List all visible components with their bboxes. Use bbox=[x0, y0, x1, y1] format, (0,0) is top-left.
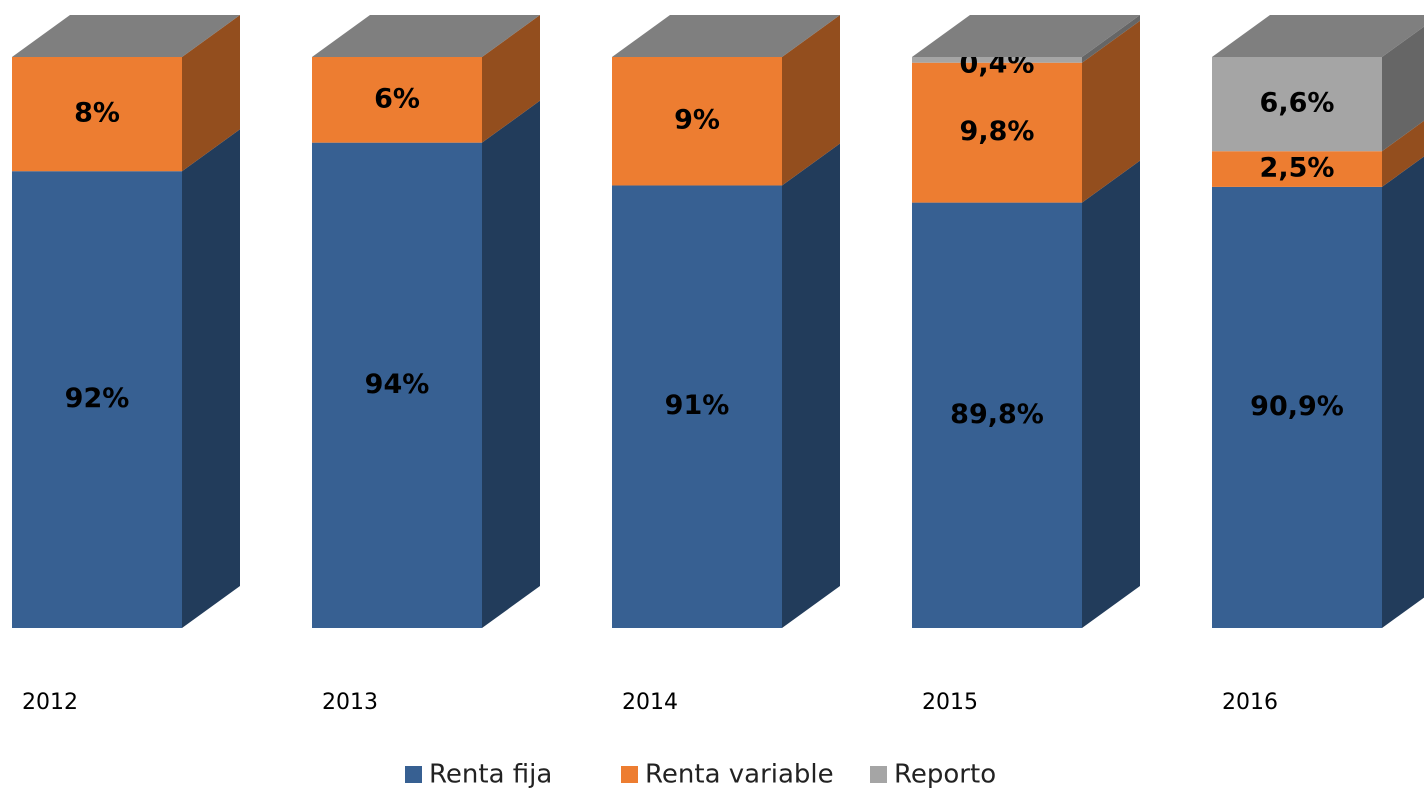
bar-segment bbox=[12, 171, 182, 628]
bar-side bbox=[182, 15, 240, 172]
bar-segment bbox=[1212, 186, 1382, 628]
bar-top bbox=[612, 15, 840, 57]
bar-segment bbox=[612, 185, 782, 628]
bar-segment bbox=[1212, 57, 1382, 152]
bar-top bbox=[912, 15, 1140, 57]
bar-segment bbox=[312, 142, 482, 628]
bar-segment bbox=[912, 62, 1082, 203]
x-tick-label: 2014 bbox=[622, 690, 678, 715]
bar-side bbox=[1382, 156, 1424, 628]
data-label: 9% bbox=[674, 105, 720, 136]
x-tick-label: 2016 bbox=[1222, 690, 1278, 715]
bar-side bbox=[782, 143, 840, 628]
bar-side bbox=[1082, 160, 1140, 629]
bar-segment bbox=[912, 202, 1082, 629]
data-label: 89,8% bbox=[950, 399, 1044, 430]
bar-side bbox=[182, 129, 240, 628]
legend-swatch bbox=[621, 766, 638, 783]
bar-side bbox=[782, 15, 840, 186]
legend-label: Reporto bbox=[894, 760, 996, 790]
data-label: 6,6% bbox=[1260, 88, 1335, 119]
legend-swatch bbox=[870, 766, 887, 783]
data-label: 90,9% bbox=[1250, 391, 1344, 422]
data-label: 2,5% bbox=[1260, 153, 1335, 184]
data-label: 9,8% bbox=[960, 116, 1035, 147]
bar-side bbox=[1082, 20, 1140, 203]
bar-segment bbox=[12, 57, 182, 172]
bar-segment bbox=[1212, 151, 1382, 187]
legend-swatch bbox=[405, 766, 422, 783]
x-tick-label: 2013 bbox=[322, 690, 378, 715]
data-label: 92% bbox=[65, 383, 130, 414]
bar-side bbox=[1082, 15, 1140, 63]
bar-segment bbox=[912, 57, 1082, 63]
data-label: 8% bbox=[74, 98, 120, 129]
legend-label: Renta fija bbox=[429, 760, 552, 790]
bar-segment bbox=[612, 57, 782, 186]
bar-top bbox=[1212, 15, 1424, 57]
legend-label: Renta variable bbox=[645, 760, 834, 790]
x-tick-label: 2012 bbox=[22, 690, 78, 715]
data-label: 91% bbox=[665, 390, 730, 421]
bar-side bbox=[482, 15, 540, 143]
bar-side bbox=[482, 100, 540, 628]
bar-top bbox=[312, 15, 540, 57]
bar-top bbox=[12, 15, 240, 57]
x-tick-label: 2015 bbox=[922, 690, 978, 715]
bar-side bbox=[1382, 26, 1424, 152]
data-label: 6% bbox=[374, 83, 420, 114]
bar-segment bbox=[312, 57, 482, 143]
data-label: 94% bbox=[365, 369, 430, 400]
bar-side bbox=[1382, 120, 1424, 187]
